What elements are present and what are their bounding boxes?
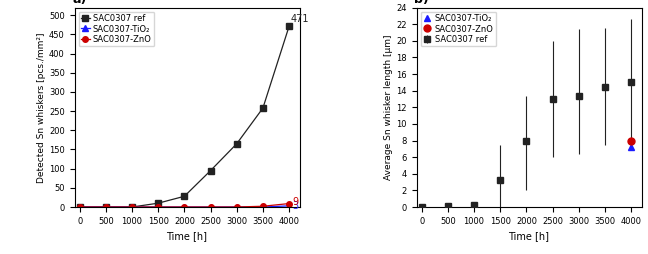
SAC0307 ref [76,205,84,209]
Text: 471: 471 [290,14,308,24]
SAC0307-TiO₂ [285,204,293,207]
SAC0307-TiO₂ [102,205,110,209]
SAC0307-ZnO [285,202,293,205]
SAC0307 ref [285,25,293,28]
SAC0307-TiO₂ [76,205,84,209]
SAC0307-TiO₂ [207,205,214,209]
Text: a): a) [73,0,87,6]
SAC0307-ZnO [154,205,162,209]
SAC0307 ref [154,202,162,205]
SAC0307-ZnO [76,205,84,209]
SAC0307 ref [259,107,267,110]
SAC0307-TiO₂ [181,205,189,209]
SAC0307 ref [128,205,136,209]
SAC0307-TiO₂ [259,205,267,209]
SAC0307 ref [233,142,240,145]
SAC0307 ref [102,205,110,209]
SAC0307 ref [181,195,189,198]
Y-axis label: Detected Sn whiskers [pcs./mm²]: Detected Sn whiskers [pcs./mm²] [37,32,46,183]
SAC0307-ZnO [128,205,136,209]
Line: SAC0307-TiO₂: SAC0307-TiO₂ [77,203,292,210]
Legend: SAC0307 ref, SAC0307-TiO₂, SAC0307-ZnO: SAC0307 ref, SAC0307-TiO₂, SAC0307-ZnO [78,12,154,46]
SAC0307-TiO₂ [154,205,162,209]
Legend: SAC0307-TiO₂, SAC0307-ZnO, SAC0307 ref: SAC0307-TiO₂, SAC0307-ZnO, SAC0307 ref [421,12,496,46]
SAC0307-TiO₂ [128,205,136,209]
SAC0307-ZnO [259,205,267,208]
SAC0307-ZnO [181,205,189,209]
X-axis label: Time [h]: Time [h] [167,231,207,241]
SAC0307-TiO₂ [233,205,240,209]
SAC0307-ZnO [207,205,214,209]
Line: SAC0307-ZnO: SAC0307-ZnO [77,201,292,210]
Y-axis label: Average Sn whisker length [µm]: Average Sn whisker length [µm] [384,35,393,180]
Text: 3: 3 [292,201,298,211]
SAC0307 ref [207,169,214,172]
SAC0307-ZnO [102,205,110,209]
SAC0307-ZnO [233,205,240,209]
Line: SAC0307 ref: SAC0307 ref [77,24,292,210]
Text: 9: 9 [292,197,298,208]
X-axis label: Time [h]: Time [h] [509,231,550,241]
Text: b): b) [414,0,429,6]
